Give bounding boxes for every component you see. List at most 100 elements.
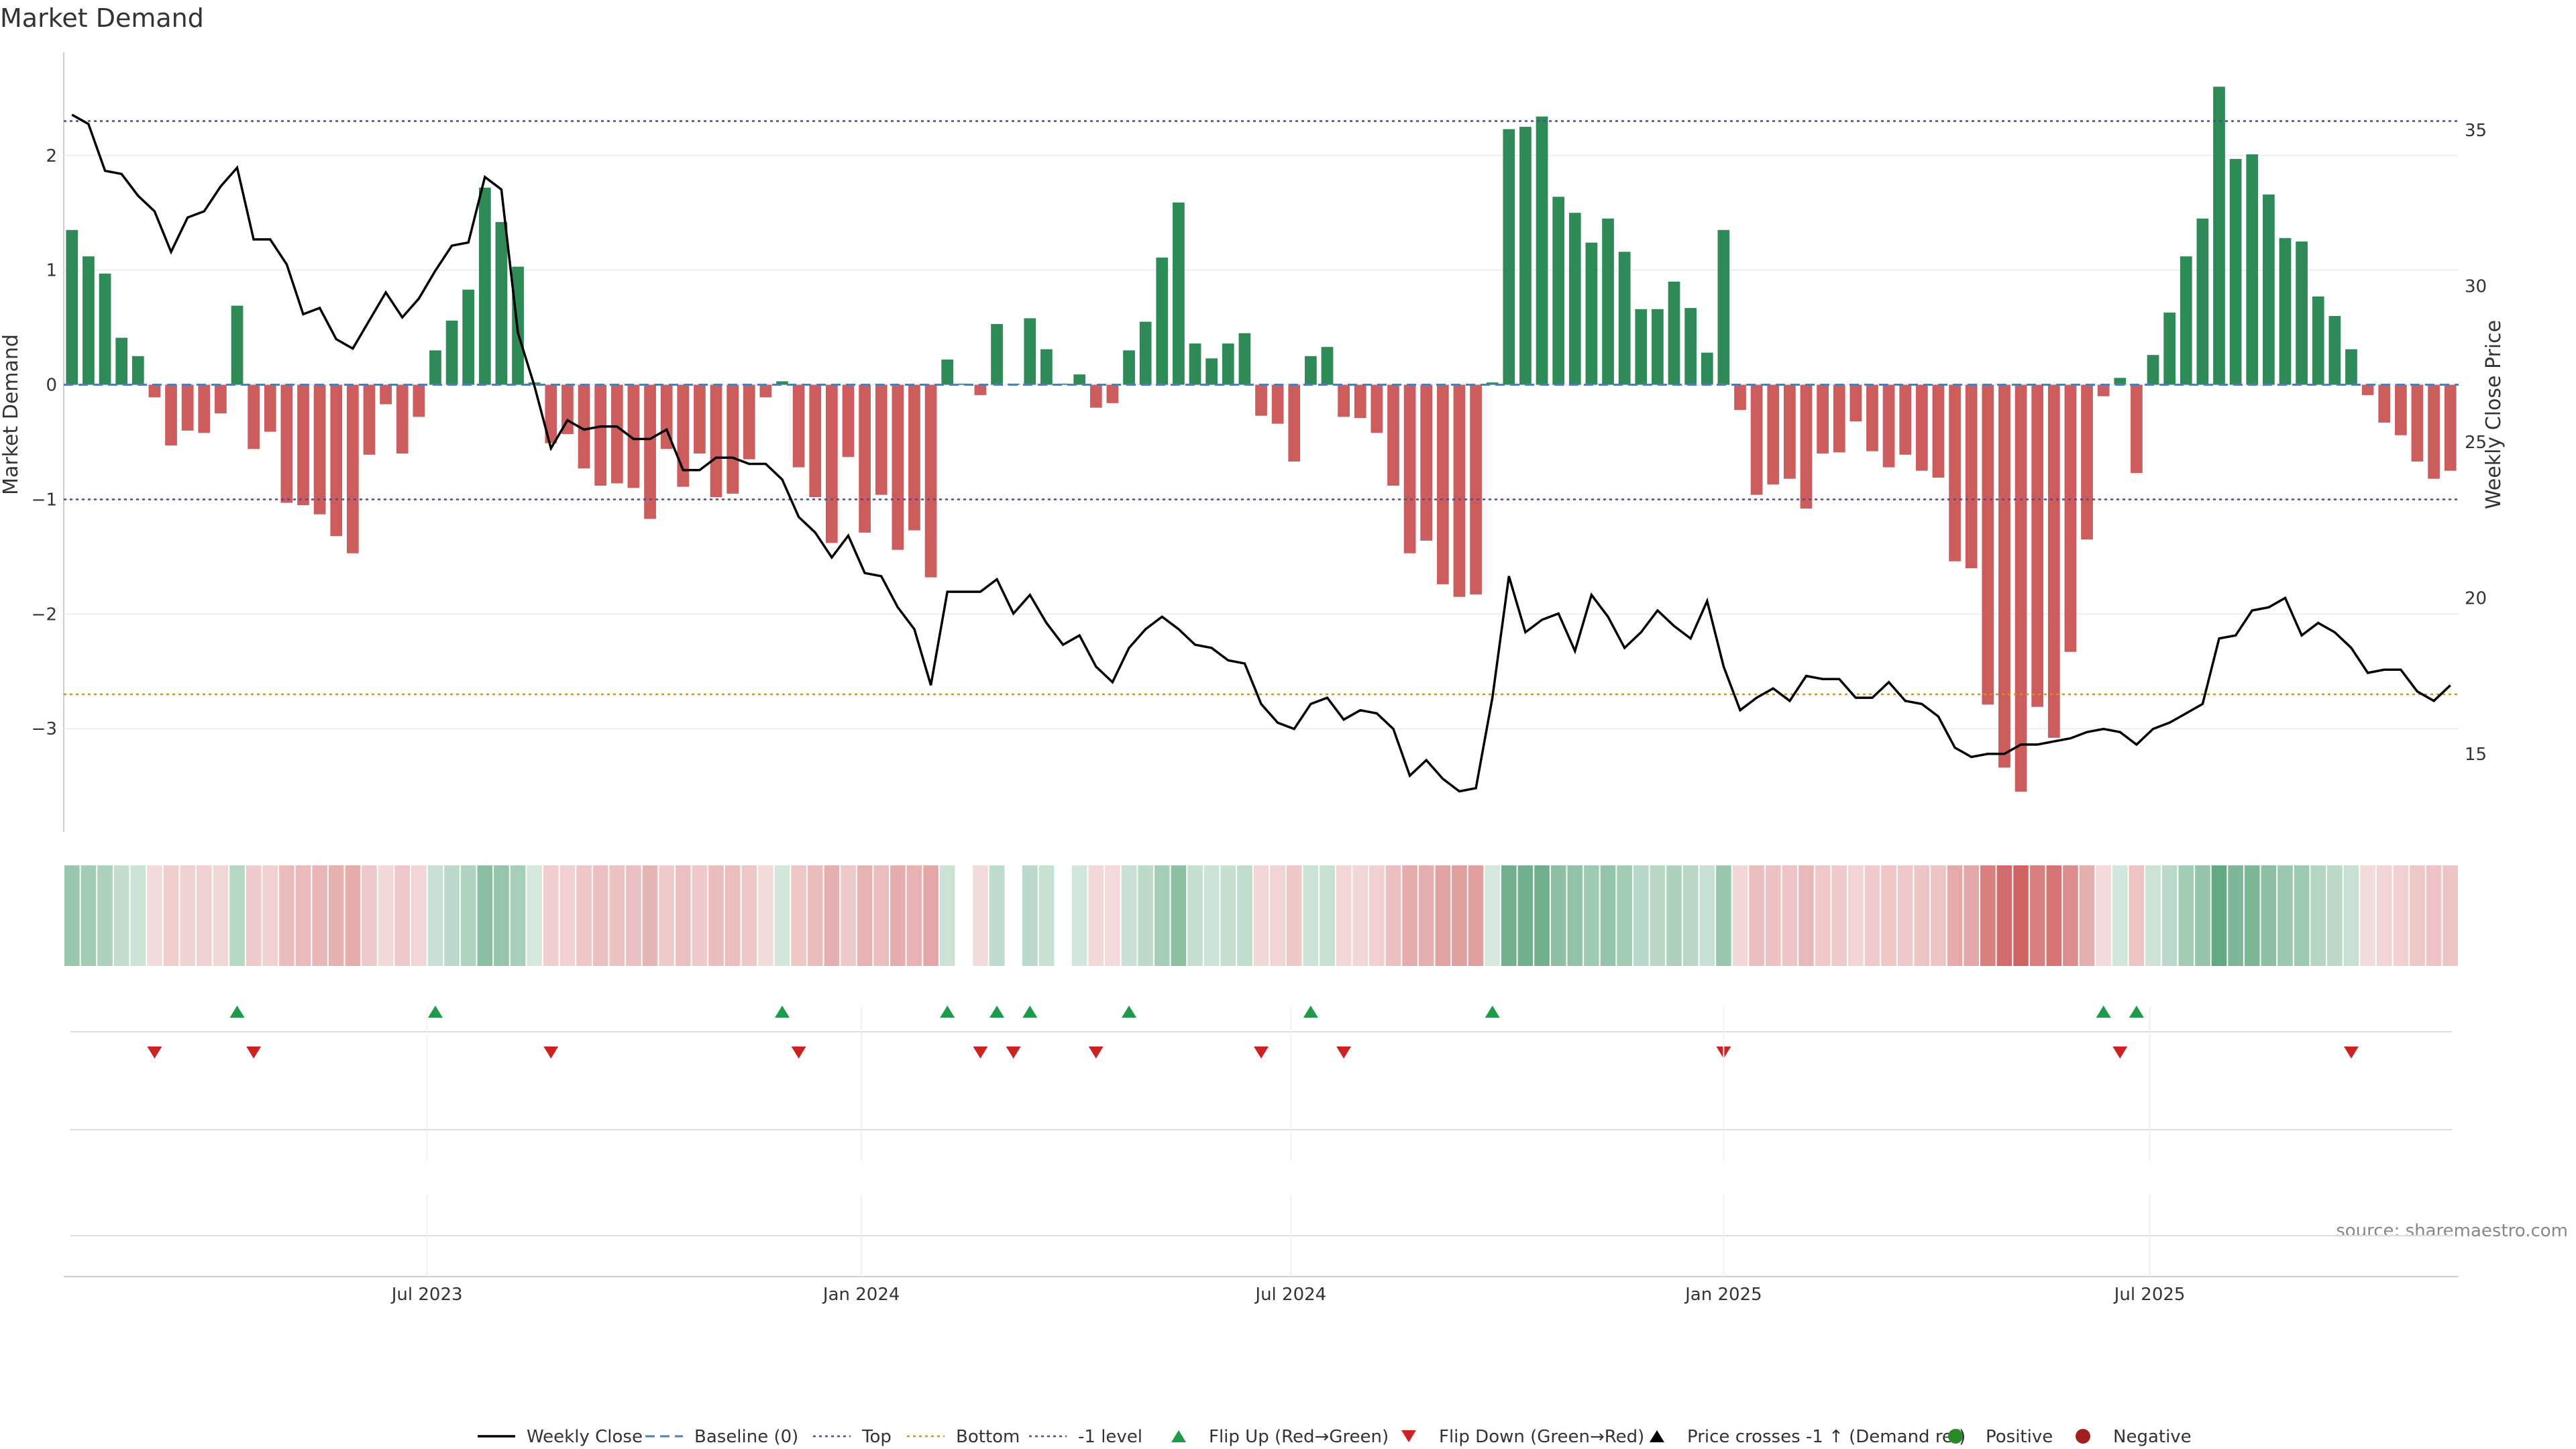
demand-bar bbox=[809, 384, 822, 498]
legend-label: Negative bbox=[2113, 1427, 2192, 1447]
flip-down-marker bbox=[2112, 1046, 2128, 1059]
heat-cell bbox=[80, 865, 97, 966]
heat-cell bbox=[1947, 865, 1963, 966]
flip-marker-panel bbox=[64, 1006, 2459, 1277]
demand-bar bbox=[2312, 296, 2324, 385]
heat-cell bbox=[1055, 865, 1071, 966]
demand-bar bbox=[313, 384, 326, 515]
flip-down-marker bbox=[246, 1046, 262, 1059]
heat-cell bbox=[807, 865, 823, 966]
heat-cell bbox=[1848, 865, 1864, 966]
flip-up-marker bbox=[1303, 1006, 1318, 1018]
demand-bar bbox=[1288, 384, 1301, 462]
demand-bar bbox=[1635, 309, 1648, 385]
heat-cell bbox=[1253, 865, 1269, 966]
heat-cell bbox=[1980, 865, 1996, 966]
demand-bar bbox=[2262, 194, 2275, 385]
heat-cell bbox=[1138, 865, 1153, 966]
demand-bar bbox=[346, 384, 359, 553]
demand-bar bbox=[610, 384, 623, 484]
heat-cell bbox=[2013, 865, 2029, 966]
demand-bar bbox=[1354, 384, 1366, 419]
heat-cell bbox=[592, 865, 608, 966]
heat-cell bbox=[477, 865, 493, 966]
demand-bar bbox=[2031, 384, 2044, 707]
demand-bar bbox=[1932, 384, 1945, 478]
demand-bar bbox=[2279, 237, 2292, 385]
demand-bar bbox=[1304, 356, 1317, 385]
demand-bar bbox=[2097, 384, 2110, 396]
legend-label: Flip Up (Red→Green) bbox=[1209, 1427, 1389, 1447]
heat-cell bbox=[1799, 865, 1814, 966]
demand-bar bbox=[644, 384, 656, 519]
demand-bar bbox=[1668, 281, 1680, 385]
legend-label: Positive bbox=[1986, 1427, 2053, 1447]
heat-cell bbox=[64, 865, 80, 966]
heat-cell bbox=[2046, 865, 2062, 966]
heat-cell bbox=[2343, 865, 2359, 966]
heat-cell bbox=[724, 865, 741, 966]
heat-cell bbox=[906, 865, 922, 966]
demand-bar bbox=[1536, 116, 1548, 385]
heat-cell bbox=[873, 865, 890, 966]
heat-cell bbox=[2393, 865, 2409, 966]
demand-bar bbox=[1915, 384, 1928, 471]
flip-down-marker bbox=[791, 1046, 806, 1059]
demand-bar bbox=[825, 384, 838, 543]
heat-cell bbox=[1699, 865, 1715, 966]
heat-cell bbox=[741, 865, 757, 966]
heat-cell bbox=[527, 865, 542, 966]
heat-cell bbox=[1071, 865, 1087, 966]
heat-cell bbox=[1501, 865, 1517, 966]
demand-bar bbox=[2296, 241, 2308, 385]
demand-bar bbox=[1371, 384, 1383, 433]
demand-bar bbox=[1833, 384, 1845, 453]
demand-bar bbox=[1568, 213, 1581, 385]
heat-cell bbox=[1385, 865, 1401, 966]
demand-bar bbox=[1436, 384, 1449, 584]
heat-cell bbox=[1121, 865, 1137, 966]
heat-cell bbox=[576, 865, 592, 966]
demand-bar bbox=[2394, 384, 2407, 435]
y-tick-label: −2 bbox=[32, 604, 57, 625]
x-tick-label: Jan 2024 bbox=[822, 1285, 900, 1305]
heat-cell bbox=[1567, 865, 1583, 966]
flip-up-marker bbox=[1122, 1006, 1137, 1018]
heat-cell bbox=[460, 865, 476, 966]
demand-bar bbox=[1453, 384, 1466, 597]
heat-cell bbox=[841, 865, 856, 966]
heat-cell bbox=[378, 865, 394, 966]
demand-bar bbox=[941, 359, 954, 385]
demand-bar bbox=[1882, 384, 1895, 468]
flip-down-marker bbox=[973, 1046, 988, 1059]
heat-cell bbox=[180, 865, 195, 966]
heat-cell bbox=[791, 865, 806, 966]
demand-bar bbox=[396, 384, 409, 454]
heat-cell bbox=[1682, 865, 1699, 966]
demand-bar bbox=[710, 384, 722, 498]
heat-cell bbox=[1468, 865, 1484, 966]
heat-cell bbox=[411, 865, 427, 966]
demand-bar bbox=[429, 350, 441, 385]
heat-cell bbox=[2178, 865, 2194, 966]
demand-bar bbox=[462, 289, 475, 385]
demand-bar bbox=[1338, 384, 1350, 417]
demand-bar bbox=[1040, 349, 1053, 385]
demand-bar bbox=[264, 384, 276, 432]
demand-bar bbox=[1139, 321, 1152, 385]
legend-label: Flip Down (Green→Red) bbox=[1439, 1427, 1644, 1447]
demand-bar bbox=[694, 384, 706, 454]
heat-cell bbox=[642, 865, 658, 966]
heat-cell bbox=[1517, 865, 1534, 966]
demand-bar bbox=[1849, 384, 1862, 422]
demand-bar bbox=[2147, 355, 2159, 385]
demand-bar bbox=[792, 384, 805, 468]
legend-label: -1 level bbox=[1078, 1427, 1142, 1447]
demand-bar bbox=[2328, 316, 2341, 385]
heat-cell bbox=[113, 865, 129, 966]
demand-bar bbox=[1271, 384, 1284, 424]
heat-cell bbox=[609, 865, 625, 966]
heat-cell bbox=[163, 865, 179, 966]
heat-cell bbox=[362, 865, 377, 966]
heat-cell bbox=[2079, 865, 2095, 966]
